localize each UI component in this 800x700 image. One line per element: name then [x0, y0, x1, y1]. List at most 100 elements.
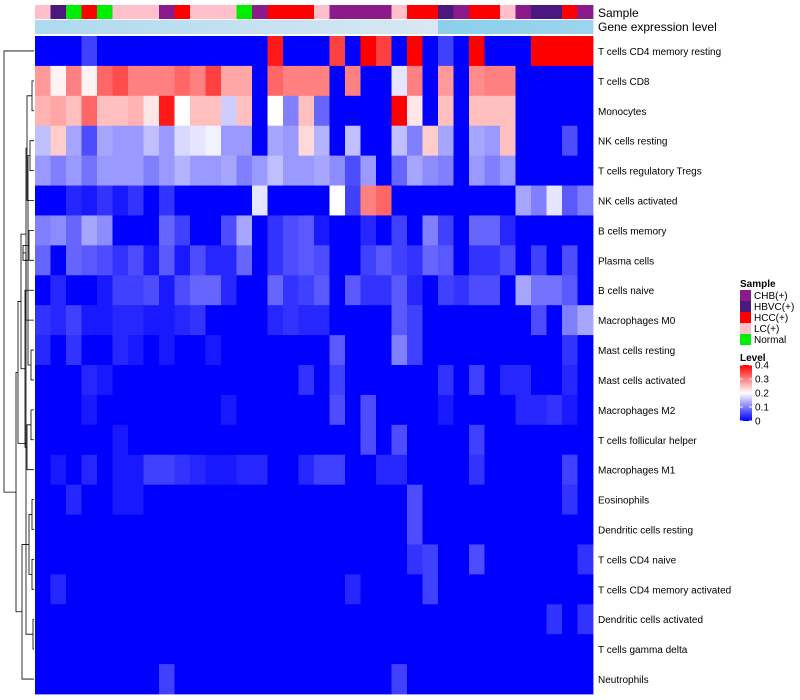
heatmap-cell — [283, 305, 299, 336]
heatmap-cell — [205, 604, 222, 635]
heatmap-cell — [577, 544, 594, 575]
heatmap-cell — [314, 65, 330, 97]
heatmap-cell — [345, 185, 361, 216]
heatmap-cell — [81, 125, 98, 157]
expression-annotation-cell — [236, 20, 253, 34]
heatmap-cell — [190, 484, 206, 515]
heatmap-cell — [252, 365, 268, 396]
heatmap-cell — [515, 424, 532, 456]
heatmap-cell — [484, 125, 501, 157]
heatmap-cell — [97, 125, 113, 157]
heatmap-cell — [360, 484, 377, 515]
heatmap-cell — [221, 454, 237, 486]
heatmap-cell — [577, 215, 594, 246]
row-label: Mast cells activated — [598, 376, 685, 387]
heatmap-cell — [422, 634, 439, 665]
heatmap-cell — [174, 95, 191, 127]
heatmap-cell — [81, 275, 98, 306]
heatmap-cell — [360, 574, 377, 605]
heatmap-cell — [329, 215, 346, 246]
heatmap-cell — [221, 634, 237, 665]
row-label: T cells CD4 naive — [598, 555, 677, 566]
sample-legend-label: LC(+) — [754, 324, 779, 335]
heatmap-cell — [360, 634, 377, 665]
heatmap-cell — [143, 544, 160, 575]
heatmap-cell — [546, 335, 563, 366]
heatmap-cell — [577, 275, 594, 306]
heatmap-cell — [97, 424, 113, 456]
sample-annotation-cell — [391, 5, 408, 19]
heatmap-cell — [329, 454, 346, 486]
heatmap-cell — [205, 65, 222, 97]
heatmap-cell — [66, 454, 82, 486]
heatmap-cell — [205, 125, 222, 157]
heatmap-cell — [546, 36, 563, 67]
level-legend-label: 0.4 — [755, 361, 769, 372]
heatmap-cell — [221, 514, 237, 545]
heatmap-cell — [469, 454, 485, 486]
heatmap-cell — [577, 245, 594, 276]
heatmap-cell — [329, 36, 346, 67]
heatmap-cell — [329, 514, 346, 545]
heatmap-cell — [577, 634, 594, 665]
heatmap-cell — [143, 95, 160, 127]
heatmap-cell — [221, 95, 237, 127]
heatmap-cell — [314, 484, 330, 515]
heatmap-cell — [35, 65, 51, 97]
heatmap-cell — [112, 604, 129, 635]
heatmap-cell — [562, 335, 578, 366]
heatmap-cell — [283, 185, 299, 216]
heatmap-cell — [484, 305, 501, 336]
heatmap-cell — [329, 544, 346, 575]
heatmap-cell — [283, 664, 299, 695]
heatmap-cell — [112, 125, 129, 157]
heatmap-cell — [391, 394, 408, 426]
heatmap-cell — [190, 275, 206, 306]
heatmap-cell — [128, 245, 144, 276]
heatmap-cell — [500, 185, 516, 216]
expression-annotation-cell — [159, 20, 175, 34]
heatmap-cell — [438, 365, 454, 396]
heatmap-cell — [500, 544, 516, 575]
heatmap-cell — [159, 305, 175, 336]
heatmap-cell — [515, 484, 532, 515]
heatmap-cell — [531, 185, 547, 216]
heatmap-cell — [221, 125, 237, 157]
heatmap-cell — [267, 305, 284, 336]
heatmap-cell — [577, 155, 594, 186]
heatmap-cell — [484, 65, 501, 97]
heatmap-cell — [298, 95, 315, 127]
heatmap-cell — [577, 185, 594, 216]
row-label: NK cells activated — [598, 197, 677, 208]
heatmap-cell — [329, 424, 346, 456]
heatmap-cell — [407, 454, 423, 486]
sample-annotation-cell — [128, 5, 144, 19]
heatmap-cell — [500, 36, 516, 67]
heatmap-cell — [577, 65, 594, 97]
expression-annotation-cell — [391, 20, 408, 34]
heatmap-cell — [422, 65, 439, 97]
heatmap-cell — [500, 65, 516, 97]
heatmap-cell — [422, 215, 439, 246]
heatmap-cell — [422, 484, 439, 515]
heatmap-cell — [190, 305, 206, 336]
heatmap-cell — [531, 574, 547, 605]
heatmap-cell — [376, 484, 392, 515]
heatmap-cell — [143, 424, 160, 456]
heatmap-cell — [500, 394, 516, 426]
heatmap-cell — [345, 484, 361, 515]
heatmap-cell — [469, 365, 485, 396]
heatmap-cell — [469, 664, 485, 695]
heatmap-cell — [546, 245, 563, 276]
heatmap-cell — [50, 365, 67, 396]
heatmap-cell — [345, 574, 361, 605]
heatmap-cell — [283, 604, 299, 635]
heatmap-cell — [35, 365, 51, 396]
heatmap-cell — [283, 365, 299, 396]
heatmap-cell — [407, 484, 423, 515]
heatmap-cell — [81, 484, 98, 515]
heatmap-cell — [546, 305, 563, 336]
heatmap-cell — [236, 335, 253, 366]
heatmap-cell — [112, 664, 129, 695]
heatmap-cell — [97, 604, 113, 635]
